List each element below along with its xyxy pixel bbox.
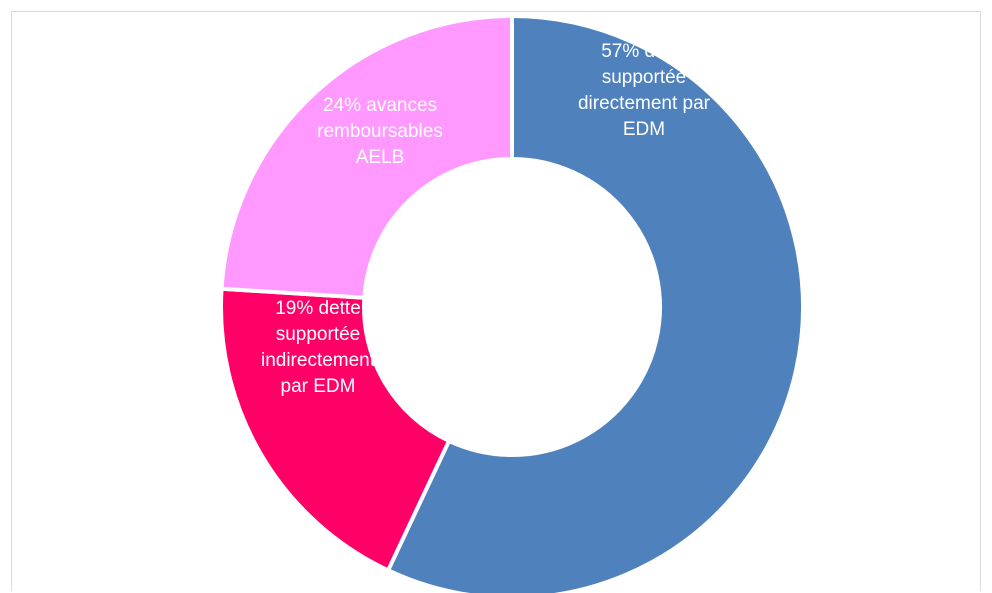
- slice-label-line: 24% avances: [323, 95, 437, 116]
- slice-label-line: EDM: [623, 119, 665, 140]
- slice-label-line: 19% dette: [275, 298, 361, 319]
- donut-slice-1: [385, 13, 805, 593]
- slice-label-line: directement par: [578, 93, 711, 114]
- slice-label-line: remboursables: [317, 121, 443, 142]
- slice-labels: 57% dette supportée directement par EDM 19% …: [261, 41, 711, 397]
- slice-label-line: 57% dette: [601, 41, 687, 62]
- slice-label-line: AELB: [356, 147, 405, 168]
- slice-label-line: supportée: [276, 324, 361, 345]
- donut-slice-2: [219, 286, 452, 573]
- donut-slice-3: [219, 13, 514, 300]
- slice-label-line: indirectement: [261, 350, 376, 371]
- slice-label-line: par EDM: [281, 376, 356, 397]
- donut-slices: [219, 13, 805, 593]
- slice-label-line: supportée: [602, 67, 687, 88]
- slice-label-3: 24% avances remboursables AELB: [317, 95, 443, 168]
- slice-label-2: 19% dette supportée indirectement par EDM: [261, 298, 376, 397]
- slice-label-1: 57% dette supportée directement par EDM: [578, 41, 711, 140]
